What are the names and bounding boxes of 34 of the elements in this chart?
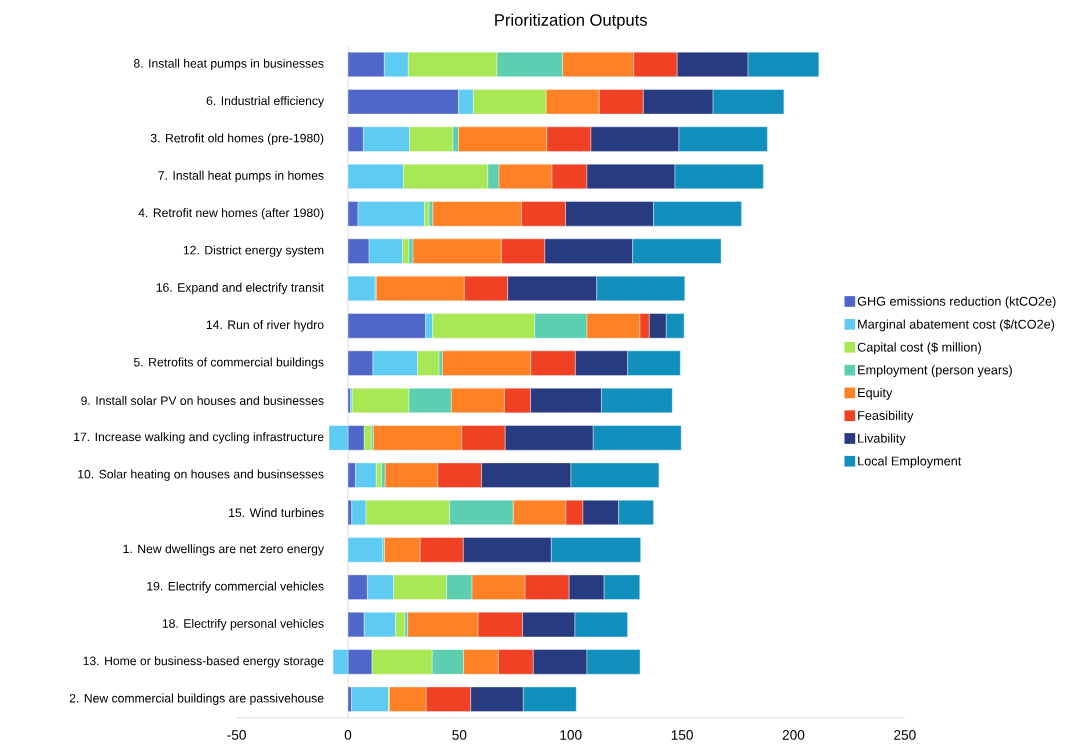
y-tick-label: 16. Expand and electrify transit [156, 282, 324, 295]
y-tick-label: 9. Install solar PV on houses and businesses [81, 396, 324, 405]
y-tick-label: 2. New commercial buildings are passivehouse [69, 693, 324, 705]
y-tick-label: 10. Solar heating on houses and businsesses [78, 469, 324, 481]
legend-label: Capital cost ($ million) [857, 342, 981, 355]
legend-label: Livability [858, 433, 906, 446]
y-tick-label: 17. Increase walking and cycling infrastructure [74, 432, 324, 444]
y-tick-label: 19. Electrify commercial vehicles [147, 581, 324, 593]
legend-label: Employment (person years) [858, 365, 1012, 377]
y-tick-label: 13. Home or business-based energy storage [83, 656, 324, 668]
legend-label: Marginal abatement cost ($/tCO2e) [858, 319, 1055, 332]
y-tick-label: 5. Retrofits of commercial buildings [133, 357, 324, 369]
legend-label: Equity [858, 387, 893, 400]
y-tick-label: 7. Install heat pumps in homes [158, 170, 324, 183]
x-tick-label: 200 [782, 730, 805, 740]
y-tick-label: 15. Wind turbines [229, 508, 324, 517]
legend-label: Local Employment [858, 456, 962, 468]
y-tick-label: 8. Install heat pumps in businesses [133, 58, 324, 71]
y-tick-label: 14. Run of river hydro [206, 320, 324, 332]
x-tick-label: -50 [227, 730, 246, 740]
x-tick-label: 0 [344, 730, 352, 740]
y-tick-label: 6. Industrial efficiency [206, 96, 325, 108]
chart-title: Prioritization Outputs [495, 13, 647, 30]
x-tick-label: 150 [671, 730, 693, 740]
x-tick-label: 50 [452, 730, 467, 740]
y-tick-label: 1. New dwellings are net zero energy [123, 544, 325, 556]
legend-label: Feasibility [858, 410, 914, 423]
x-tick-label: 250 [894, 730, 916, 740]
y-tick-label: 12. District energy system [183, 245, 324, 257]
y-tick-label: 18. Electrify personal vehicles [162, 618, 324, 631]
legend-label: GHG emissions reduction (ktCO2e) [857, 296, 1056, 309]
x-tick-label: 100 [560, 730, 582, 740]
y-tick-label: 4. Retrofit new homes (after 1980) [138, 208, 324, 220]
y-tick-label: 3. Retrofit old homes (pre-1980) [150, 133, 324, 145]
